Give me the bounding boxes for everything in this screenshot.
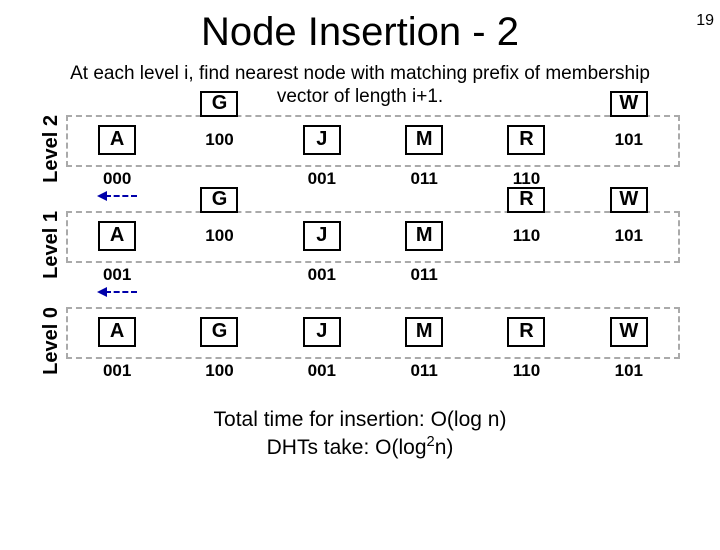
levels-container: Level 2A000G100J001M011R110W101Level 1A0… [40, 115, 680, 399]
node-box: A [98, 317, 136, 347]
ghost-node: R [507, 187, 545, 213]
node-box: M [405, 125, 443, 155]
node-value: 101 [610, 125, 648, 155]
node-box: R [507, 125, 545, 155]
level-row: Level 2A000G100J001M011R110W101 [40, 115, 680, 207]
node-box: R [507, 317, 545, 347]
node-value: 000 [103, 169, 131, 189]
node-cell: J 001 [271, 307, 373, 399]
level-label: Level 1 [40, 211, 66, 283]
page-number: 19 [696, 12, 714, 30]
bottom-line1: Total time for insertion: O(log n) [214, 408, 507, 431]
node-box: M [405, 221, 443, 251]
arrow-left-icon [97, 287, 137, 297]
level-cols: A 001 G 100 J 001 M 011 R 110 W 101 [66, 307, 680, 399]
arrow-left-icon [97, 191, 137, 201]
node-value: 101 [615, 361, 643, 381]
node-box: A [98, 125, 136, 155]
node-value: 101 [610, 221, 648, 251]
node-box: G [200, 317, 238, 347]
ghost-node: W [610, 91, 648, 117]
node-box: W [610, 317, 648, 347]
node-value: 001 [308, 169, 336, 189]
node-box: J [303, 317, 341, 347]
ghost-node: G [200, 187, 238, 213]
node-cell: A 000 [66, 115, 168, 207]
node-cell: R 110 [475, 307, 577, 399]
complexity-text: Total time for insertion: O(log n) DHTs … [0, 407, 720, 462]
node-value: 001 [308, 265, 336, 285]
node-value: 100 [200, 221, 238, 251]
node-cell: J 001 [271, 211, 373, 303]
subtitle: At each level i, find nearest node with … [60, 63, 660, 109]
node-cell: G 100 [168, 307, 270, 399]
node-box: M [405, 317, 443, 347]
bottom-line2-a: DHTs take: O(log [267, 436, 427, 459]
level-label: Level 2 [40, 115, 66, 187]
node-cell: R110 [475, 211, 577, 303]
node-box: J [303, 221, 341, 251]
bottom-sup: 2 [427, 434, 435, 450]
node-cell: W 101 [578, 307, 680, 399]
node-value: 100 [205, 361, 233, 381]
node-value: 001 [103, 361, 131, 381]
node-box: J [303, 125, 341, 155]
ghost-node: W [610, 187, 648, 213]
level-row: Level 0 A 001 G 100 J 001 M 011 R 110 W 101 [40, 307, 680, 399]
node-cell: W101 [578, 211, 680, 303]
level-row: Level 1 A 001 G100 J 001 M 011 R110W101 [40, 211, 680, 303]
node-value: 110 [513, 361, 540, 381]
node-cell: M 011 [373, 115, 475, 207]
node-value: 110 [507, 221, 545, 251]
level-body: A 001 G100 J 001 M 011 R110W101 [66, 211, 680, 303]
node-box: A [98, 221, 136, 251]
node-cell: A 001 [66, 211, 168, 303]
node-cell: A 001 [66, 307, 168, 399]
level-cols: A 001 G100 J 001 M 011 R110W101 [66, 211, 680, 303]
node-cell: M 011 [373, 211, 475, 303]
node-cell: M 011 [373, 307, 475, 399]
level-body: A000G100J001M011R110W101 [66, 115, 680, 207]
node-cell: J 001 [271, 115, 373, 207]
level-cols: A000G100J001M011R110W101 [66, 115, 680, 207]
node-value: 100 [200, 125, 238, 155]
node-value: 001 [103, 265, 131, 285]
bottom-line2-b: n) [435, 436, 454, 459]
node-value: 011 [410, 361, 437, 381]
node-value: 011 [410, 265, 437, 285]
level-label: Level 0 [40, 307, 66, 379]
ghost-node: G [200, 91, 238, 117]
node-value: 110 [513, 169, 540, 189]
node-cell: G100 [168, 211, 270, 303]
page-title: Node Insertion - 2 [0, 10, 720, 55]
node-value: 011 [410, 169, 437, 189]
level-body: A 001 G 100 J 001 M 011 R 110 W 101 [66, 307, 680, 399]
node-value: 001 [308, 361, 336, 381]
